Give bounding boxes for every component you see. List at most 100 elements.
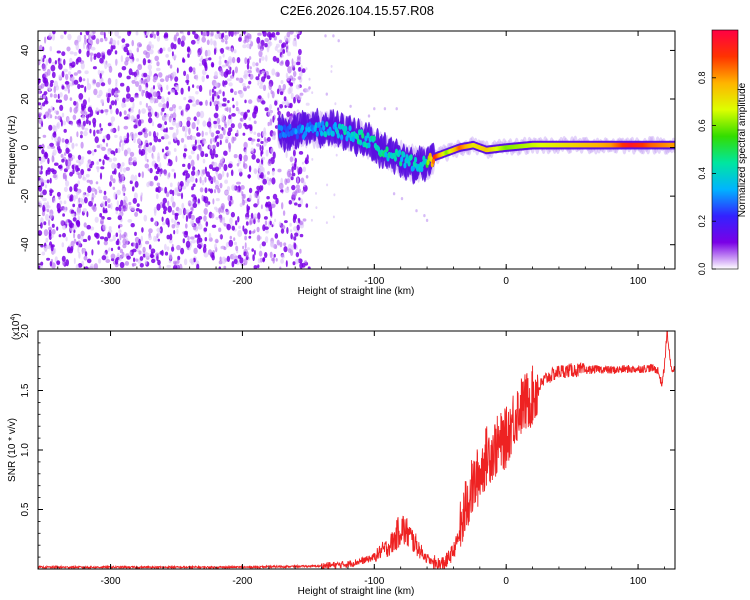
noise-speckle xyxy=(65,236,68,242)
noise-speckle xyxy=(72,217,77,222)
noise-speckle xyxy=(214,238,219,244)
noise-speckle xyxy=(170,89,175,94)
noise-speckle xyxy=(258,72,261,77)
colorbar-label: Normalized spectral amplitude xyxy=(737,82,748,217)
noise-speckle xyxy=(217,173,223,181)
noise-speckle xyxy=(154,220,158,227)
noise-speckle xyxy=(38,230,43,236)
noise-speckle xyxy=(170,42,175,50)
noise-speckle xyxy=(156,182,161,187)
noise-speckle xyxy=(211,224,217,228)
noise-speckle xyxy=(296,177,299,184)
noise-speckle xyxy=(244,149,248,155)
noise-speckle xyxy=(107,148,111,155)
noise-speckle xyxy=(249,73,254,80)
noise-speckle xyxy=(121,234,126,239)
noise-speckle xyxy=(95,181,99,185)
noise-speckle xyxy=(295,84,301,90)
noise-speckle xyxy=(78,93,84,100)
noise-speckle xyxy=(187,53,190,58)
noise-speckle xyxy=(108,238,114,242)
noise-speckle xyxy=(75,143,78,147)
noise-speckle xyxy=(177,37,181,45)
noise-speckle xyxy=(248,235,252,239)
noise-speckle xyxy=(239,257,244,264)
noise-speckle xyxy=(223,265,227,269)
noise-speckle xyxy=(162,202,166,209)
noise-speckle xyxy=(272,115,275,123)
noise-speckle xyxy=(42,102,46,107)
noise-speckle xyxy=(171,71,177,78)
noise-speckle xyxy=(59,200,63,205)
noise-speckle xyxy=(240,117,244,122)
noise-speckle xyxy=(221,156,224,162)
noise-speckle xyxy=(144,78,148,82)
noise-speckle xyxy=(72,168,75,175)
noise-speckle xyxy=(91,196,94,204)
noise-speckle xyxy=(38,177,41,181)
noise-speckle xyxy=(123,207,128,212)
noise-speckle xyxy=(281,254,285,259)
noise-speckle xyxy=(119,248,123,254)
noise-speckle xyxy=(238,77,241,83)
noise-speckle xyxy=(81,156,85,160)
noise-speckle xyxy=(216,135,219,139)
noise-speckle xyxy=(231,199,234,205)
noise-speckle xyxy=(157,138,162,143)
noise-speckle xyxy=(101,255,107,261)
noise-speckle xyxy=(52,124,56,131)
noise-speckle xyxy=(164,32,169,38)
noise-speckle xyxy=(175,32,179,37)
noise-speckle xyxy=(148,228,153,234)
noise-speckle xyxy=(298,48,302,56)
noise-speckle xyxy=(99,31,105,36)
noise-speckle xyxy=(182,238,185,244)
noise-speckle xyxy=(334,102,337,106)
noise-speckle xyxy=(187,235,190,241)
noise-speckle xyxy=(333,193,336,197)
noise-speckle xyxy=(213,120,218,125)
noise-speckle xyxy=(71,64,75,68)
noise-speckle xyxy=(57,99,63,103)
noise-speckle xyxy=(196,132,201,137)
noise-speckle xyxy=(117,72,123,78)
noise-speckle xyxy=(235,245,239,251)
noise-speckle xyxy=(266,45,270,53)
noise-speckle xyxy=(258,57,262,64)
noise-speckle xyxy=(272,136,276,140)
noise-speckle xyxy=(259,166,264,172)
noise-speckle xyxy=(244,99,247,104)
noise-speckle xyxy=(203,208,208,215)
noise-speckle xyxy=(102,159,105,166)
noise-speckle xyxy=(110,108,113,115)
ridge-core xyxy=(320,130,324,137)
noise-speckle xyxy=(245,251,249,258)
noise-speckle xyxy=(48,219,51,227)
noise-speckle xyxy=(226,106,229,113)
noise-speckle xyxy=(139,263,144,268)
noise-speckle xyxy=(66,165,70,170)
noise-speckle xyxy=(295,184,300,190)
noise-speckle xyxy=(202,158,206,164)
noise-speckle xyxy=(145,252,148,257)
noise-speckle xyxy=(215,179,219,187)
noise-speckle xyxy=(221,38,225,43)
noise-speckle xyxy=(217,95,220,99)
noise-speckle xyxy=(233,237,236,242)
noise-speckle xyxy=(68,220,73,228)
noise-speckle xyxy=(134,132,137,137)
noise-speckle xyxy=(225,241,230,248)
noise-speckle xyxy=(294,190,298,197)
noise-speckle xyxy=(104,236,109,242)
noise-speckle xyxy=(42,134,47,138)
noise-speckle xyxy=(180,137,185,143)
noise-speckle xyxy=(215,104,219,112)
noise-speckle xyxy=(69,106,73,113)
noise-speckle xyxy=(176,188,179,196)
noise-speckle xyxy=(182,163,186,167)
noise-speckle xyxy=(265,54,268,62)
snr-series-line xyxy=(38,331,675,569)
noise-speckle xyxy=(54,115,57,120)
noise-speckle xyxy=(117,35,121,39)
noise-speckle xyxy=(423,214,426,218)
